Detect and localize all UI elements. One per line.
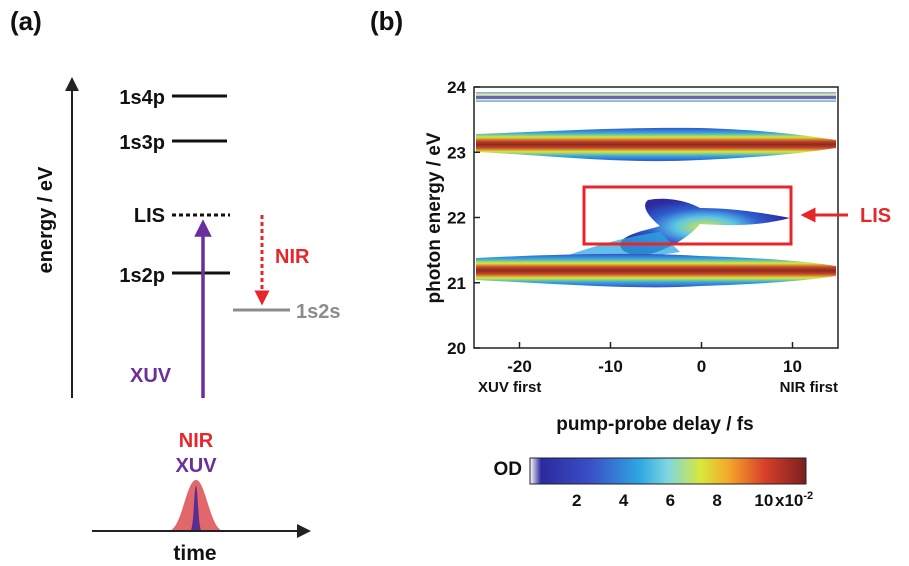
colorbar-multiplier: x10-2 [775,490,813,510]
xuv-pulse-shape [190,486,202,531]
nir-arrow-label: NIR [275,246,310,268]
y-axis-label: photon energy / eV [424,132,445,303]
y-tick-label: 20 [447,339,466,358]
level-label-lis: LIS [134,205,165,227]
panel-b-label: (b) [370,6,403,36]
x-axis-label: pump-probe delay / fs [556,414,753,435]
x-tick-label: 0 [697,357,706,376]
x-annotation-xuv-first: XUV first [478,379,541,396]
y-tick-label: 21 [447,274,466,293]
colorbar-tick-label: 6 [666,491,675,510]
pulse-nir-label: NIR [179,430,214,452]
lis-highlight-box [582,185,793,246]
x-tick-label: 10 [783,357,802,376]
panel-a-label: (a) [10,6,42,36]
colorbar-label: OD [494,459,523,480]
heatmap-plot [473,86,839,349]
x-tick-label: -20 [507,357,532,376]
level-label-1s4p: 1s4p [119,87,165,109]
x-tick-label: -10 [598,357,623,376]
level-label-1s2p: 1s2p [119,265,165,287]
colorbar-tick-label: 4 [619,491,629,510]
band-1s2p [476,253,836,288]
pulse-xuv-label: XUV [175,455,217,477]
energy-axis-label: energy / eV [35,166,57,273]
x-ticks: -20 -10 0 10 [507,342,802,376]
colorbar-tick-label: 8 [712,491,721,510]
colorbar-tick-label: 2 [572,491,581,510]
time-axis-label: time [173,542,216,565]
level-label-1s3p: 1s3p [119,132,165,154]
lis-pointer-label: LIS [860,205,891,227]
xuv-arrow-label: XUV [130,365,172,387]
band-1s4p-core [476,96,836,99]
colorbar-ticks: 2 4 6 8 10 [572,491,773,510]
band-1s3p [476,127,836,162]
colorbar [529,457,807,485]
y-tick-label: 22 [447,209,466,228]
y-tick-label: 24 [447,78,466,97]
y-tick-label: 23 [447,143,466,162]
x-annotation-nir-first: NIR first [780,379,838,396]
y-ticks: 20 21 22 23 24 [447,78,480,358]
colorbar-tick-label: 10 [754,491,773,510]
level-label-1s2s: 1s2s [296,301,341,323]
